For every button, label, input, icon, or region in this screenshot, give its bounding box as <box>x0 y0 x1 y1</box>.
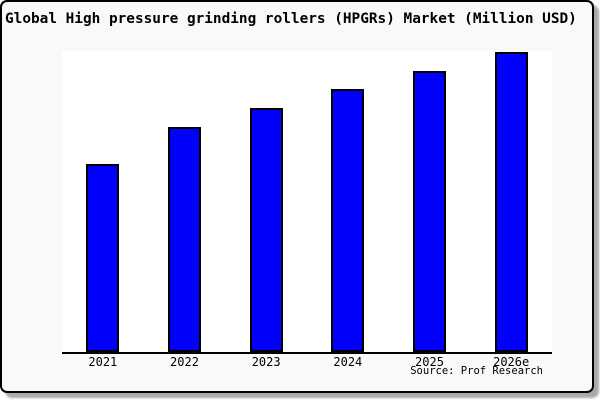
bar-2026e <box>494 52 528 352</box>
x-tick-label-2021: 2021 <box>88 355 118 369</box>
bar-2025 <box>413 70 446 352</box>
plot-area <box>62 51 552 354</box>
x-axis-labels: 2021 2022 2023 2024 2025 2026e <box>2 355 600 371</box>
x-tick-label-2022: 2022 <box>170 355 199 369</box>
bar-2024 <box>331 88 365 352</box>
chart-frame: Global High pressure grinding rollers (H… <box>0 0 594 393</box>
x-tick-label-2026e: 2026e <box>493 355 530 369</box>
bar-2023 <box>249 108 283 352</box>
bar-2021 <box>86 163 120 352</box>
x-tick-label-2024: 2024 <box>333 355 363 369</box>
bar-2022 <box>168 127 201 352</box>
chart-title: Global High pressure grinding rollers (H… <box>5 11 577 27</box>
x-tick-label-2023: 2023 <box>251 355 281 369</box>
source-note: Source: Prof Research <box>410 365 543 377</box>
x-tick-label-2025: 2025 <box>415 355 444 369</box>
